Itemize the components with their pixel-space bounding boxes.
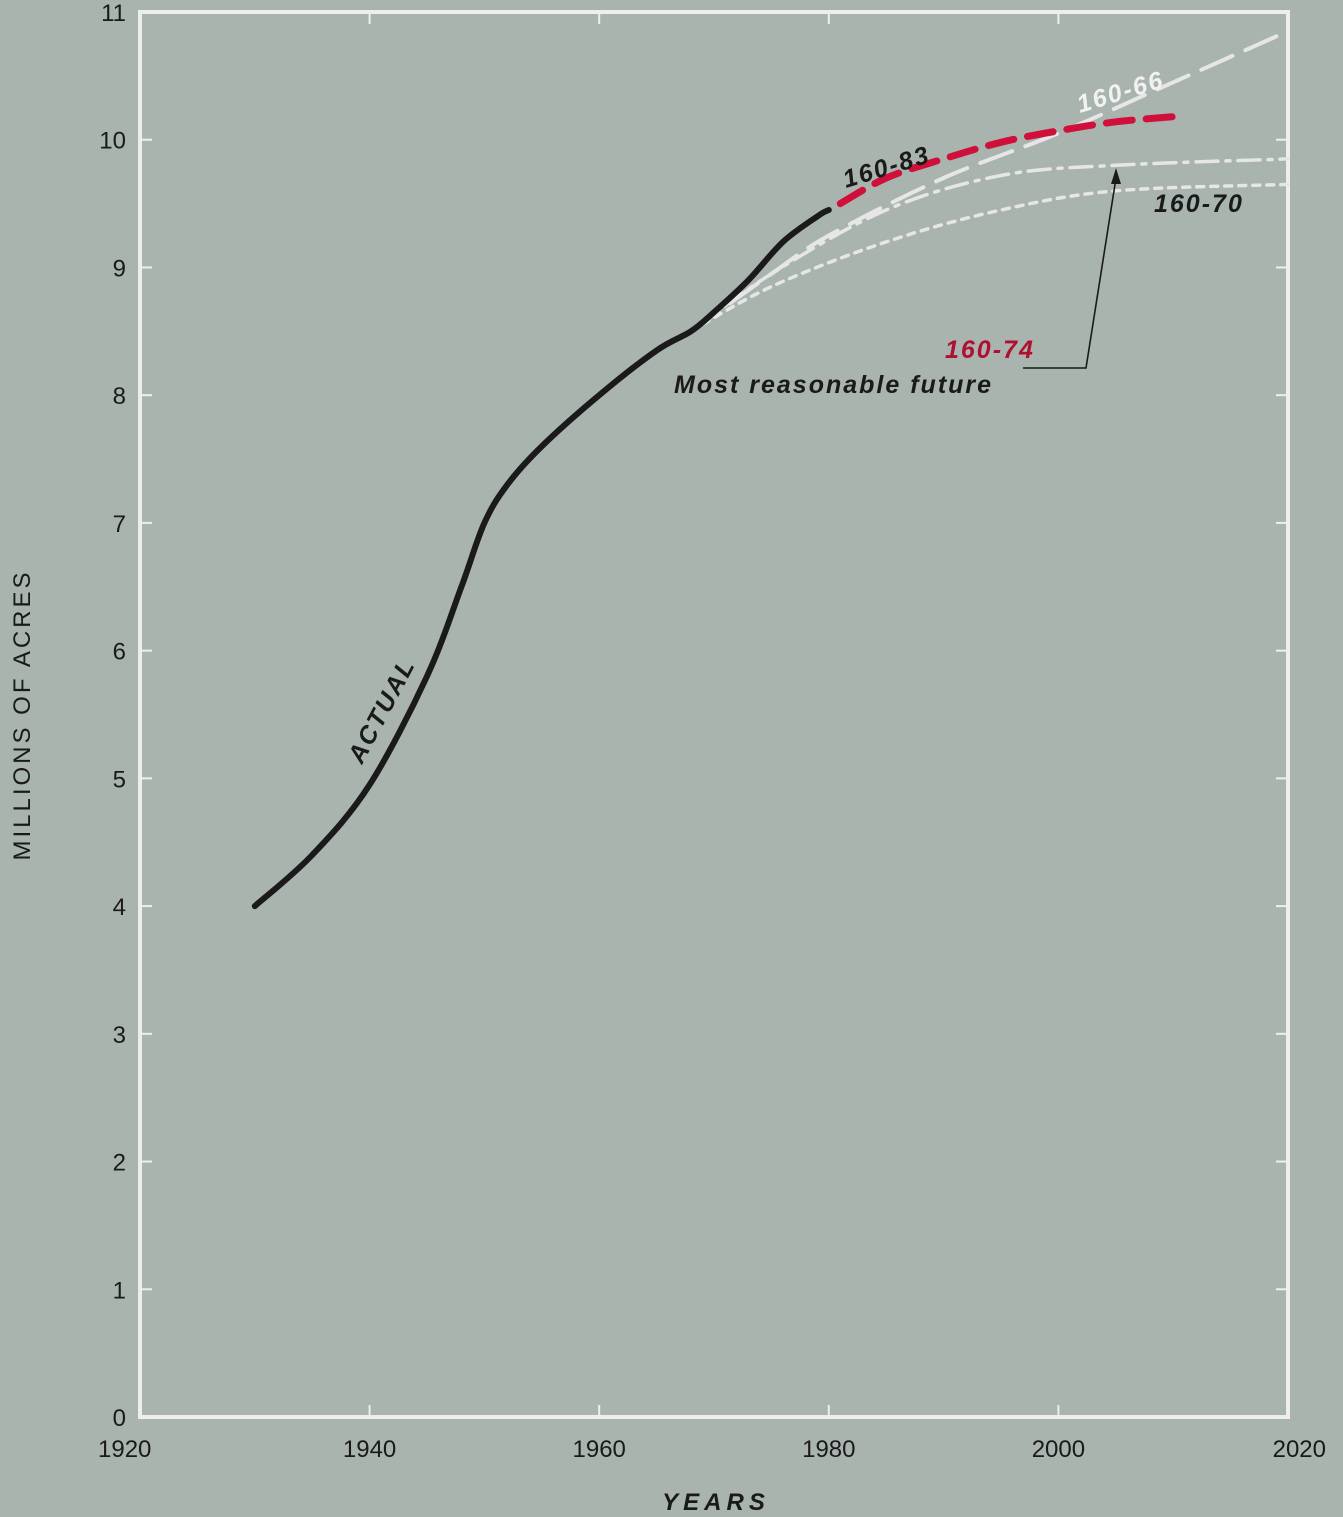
x-axis-title: YEARS [662, 1489, 770, 1516]
x-tick-label: 1960 [573, 1436, 626, 1463]
y-tick-label: 9 [113, 255, 126, 282]
series-line-160-83 [836, 113, 1177, 208]
y-tick-label: 6 [113, 639, 126, 666]
y-tick-label: 7 [113, 511, 126, 538]
y-tick-label: 8 [113, 383, 126, 410]
x-tick-label: 2000 [1032, 1436, 1085, 1463]
y-tick-label: 2 [113, 1150, 126, 1177]
y-tick-label: 4 [113, 894, 126, 921]
label-160-74: 160-74 [945, 336, 1035, 364]
y-axis-ticks: 0 1 2 3 4 5 6 7 8 9 10 11 [99, 0, 1288, 1432]
most-reasonable-label: Most reasonable future [674, 371, 993, 399]
x-tick-label: 1940 [343, 1436, 396, 1463]
y-tick-label: 1 [113, 1277, 126, 1304]
x-axis-ticks: 1920 1940 1960 1980 2000 2020 [98, 12, 1326, 1463]
leader-arrowhead [1111, 168, 1121, 184]
label-160-74-leader [1023, 177, 1117, 369]
series-line-actual [251, 207, 832, 910]
y-axis-title: MILLIONS OF ACRES [9, 569, 36, 860]
x-tick-label: 1920 [98, 1436, 151, 1463]
x-tick-label: 1980 [802, 1436, 855, 1463]
series-line-160-70 [689, 182, 1290, 334]
label-160-70: 160-70 [1154, 190, 1244, 218]
y-tick-label: 5 [113, 766, 126, 793]
series-layer [251, 29, 1290, 910]
y-tick-label: 11 [101, 0, 126, 27]
y-tick-label: 10 [99, 128, 126, 155]
x-tick-label: 2020 [1273, 1436, 1326, 1463]
plot-frame [138, 10, 1290, 1419]
y-tick-label: 0 [113, 1405, 126, 1432]
series-line-160-66 [689, 29, 1290, 334]
y-tick-label: 3 [113, 1022, 126, 1049]
